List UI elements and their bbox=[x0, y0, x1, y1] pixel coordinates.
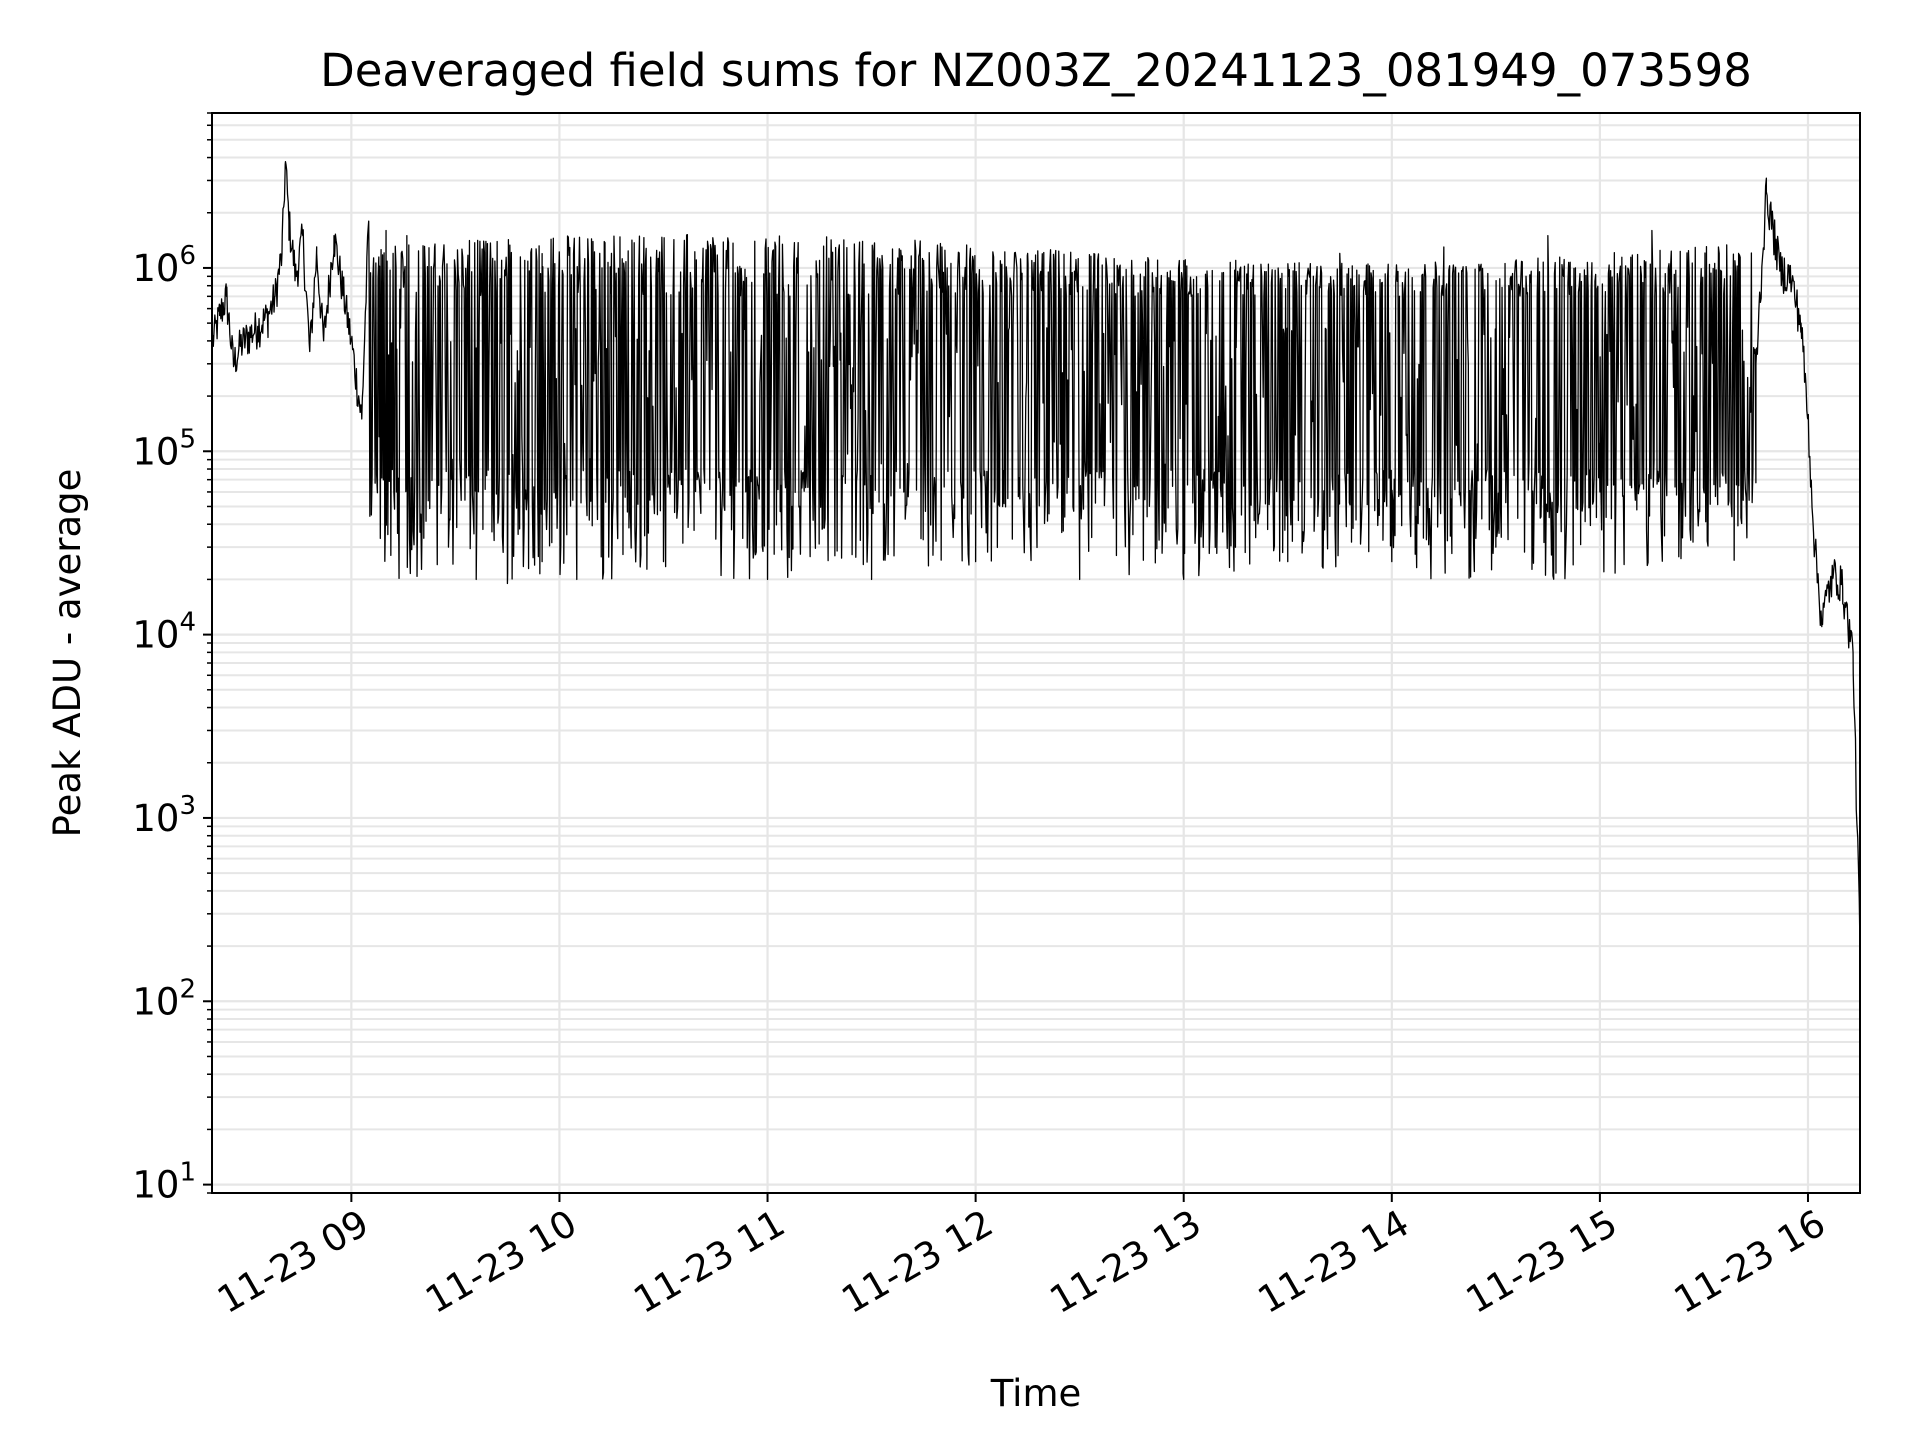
y-axis-label: Peak ADU - average bbox=[46, 469, 89, 838]
y-axis: 101 102 103 104 105 106 bbox=[132, 241, 212, 1207]
plot-frame bbox=[211, 112, 1861, 1194]
y-tick-label: 105 bbox=[132, 424, 196, 473]
chart-title: Deaveraged field sums for NZ003Z_2024112… bbox=[320, 44, 1752, 97]
y-tick-label: 103 bbox=[132, 791, 196, 840]
y-tick-label: 101 bbox=[132, 1158, 196, 1207]
series-line bbox=[211, 160, 1861, 951]
major-grid bbox=[212, 113, 1860, 1193]
y-tick-label: 104 bbox=[132, 608, 196, 657]
y-tick-label: 106 bbox=[132, 241, 196, 290]
y-tick-label: 102 bbox=[132, 974, 196, 1023]
x-axis-label: Time bbox=[990, 1372, 1082, 1415]
